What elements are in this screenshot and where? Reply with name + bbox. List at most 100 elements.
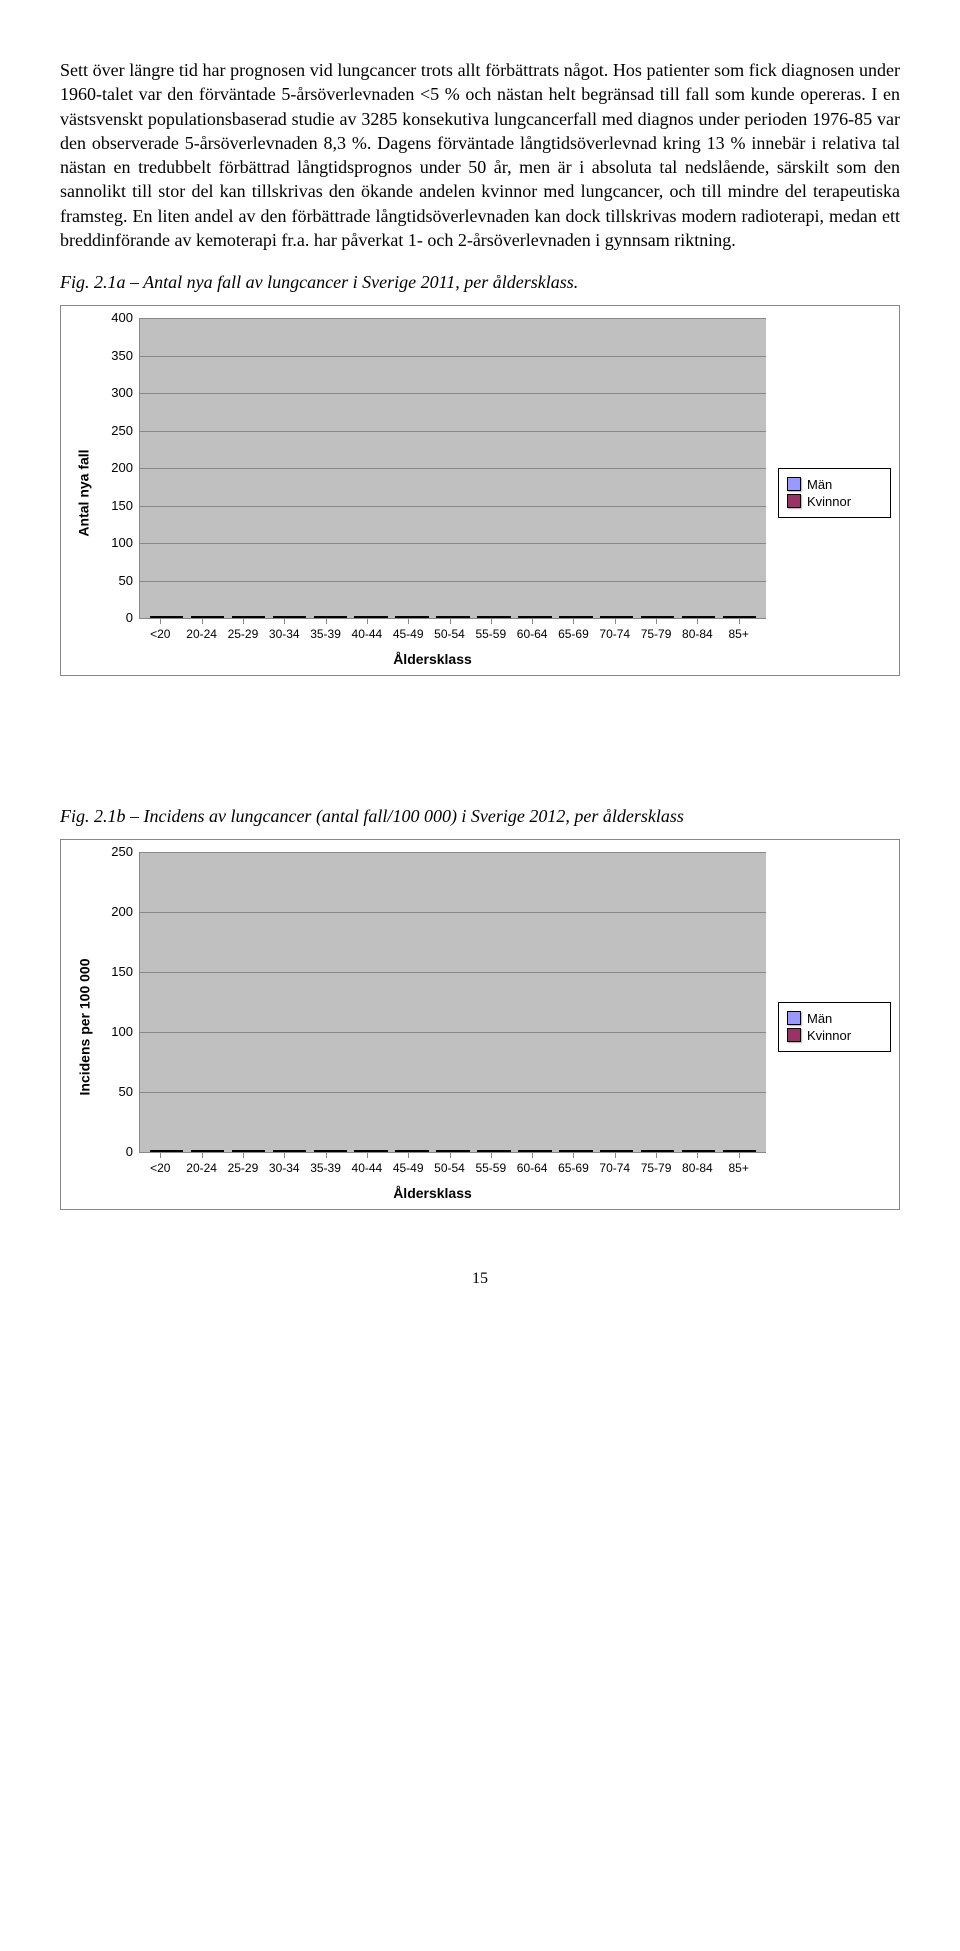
legend-item: Män: [787, 1011, 882, 1026]
x-tick: 40-44: [346, 619, 387, 641]
x-tick: 30-34: [264, 1153, 305, 1175]
bar-group: [392, 616, 433, 618]
bar: [191, 1150, 208, 1152]
bar: [658, 1150, 675, 1152]
bar: [600, 1150, 617, 1152]
x-tick: 55-59: [470, 619, 511, 641]
figure-caption-a: Fig. 2.1a – Antal nya fall av lungcancer…: [60, 272, 900, 293]
x-tick: 60-64: [511, 619, 552, 641]
bar-group: [269, 616, 310, 618]
bar: [739, 616, 756, 618]
legend-item: Kvinnor: [787, 494, 882, 509]
bar: [617, 1150, 634, 1152]
plot-area: [139, 852, 766, 1153]
bar: [371, 616, 388, 618]
bar-group: [596, 1150, 637, 1152]
bar: [477, 1150, 494, 1152]
bar-group: [514, 616, 555, 618]
bar: [314, 616, 331, 618]
bar: [494, 1150, 511, 1152]
bar: [576, 616, 593, 618]
bar: [354, 616, 371, 618]
chart-b: Incidens per 100 000 250200150100500 <20…: [60, 839, 900, 1210]
bar: [698, 616, 715, 618]
bar: [641, 616, 658, 618]
legend-label: Män: [807, 1011, 832, 1026]
x-tick: 65-69: [553, 619, 594, 641]
bar: [330, 1150, 347, 1152]
legend-swatch: [787, 494, 801, 508]
bar-group: [433, 616, 474, 618]
bar: [723, 1150, 740, 1152]
bar: [330, 616, 347, 618]
x-tick: 80-84: [677, 1153, 718, 1175]
bar: [314, 1150, 331, 1152]
bar: [273, 616, 290, 618]
bar-group: [228, 616, 269, 618]
legend-swatch: [787, 1028, 801, 1042]
x-tick: 70-74: [594, 1153, 635, 1175]
chart-a: Antal nya fall 400350300250200150100500 …: [60, 305, 900, 676]
y-ticks: 250200150100500: [99, 852, 139, 1152]
bar: [453, 616, 470, 618]
x-tick: 45-49: [388, 619, 429, 641]
bar: [559, 1150, 576, 1152]
bar: [150, 1150, 167, 1152]
bar: [518, 1150, 535, 1152]
bar-group: [596, 616, 637, 618]
bar-group: [678, 616, 719, 618]
x-tick: 30-34: [264, 619, 305, 641]
page-number: 15: [60, 1270, 900, 1288]
bar-group: [187, 1150, 228, 1152]
bar-group: [555, 616, 596, 618]
bar: [371, 1150, 388, 1152]
bar-group: [474, 1150, 515, 1152]
bar: [232, 1150, 249, 1152]
x-tick: 35-39: [305, 619, 346, 641]
bar: [477, 616, 494, 618]
bar: [412, 1150, 429, 1152]
bar: [208, 616, 225, 618]
bar: [453, 1150, 470, 1152]
bar: [232, 616, 249, 618]
bar-group: [392, 1150, 433, 1152]
bar: [535, 616, 552, 618]
bar: [208, 1150, 225, 1152]
x-tick: 35-39: [305, 1153, 346, 1175]
bar: [682, 1150, 699, 1152]
bar: [641, 1150, 658, 1152]
x-tick: 60-64: [511, 1153, 552, 1175]
plot-area: [139, 318, 766, 619]
bar-group: [514, 1150, 555, 1152]
bar-group: [637, 616, 678, 618]
bar: [617, 616, 634, 618]
bar-group: [187, 616, 228, 618]
bar: [559, 616, 576, 618]
bar-group: [637, 1150, 678, 1152]
x-tick: 20-24: [181, 1153, 222, 1175]
bar: [698, 1150, 715, 1152]
bar-group: [310, 1150, 351, 1152]
x-tick: 70-74: [594, 619, 635, 641]
legend: MänKvinnor: [778, 1002, 891, 1052]
bar: [395, 1150, 412, 1152]
x-tick: 65-69: [553, 1153, 594, 1175]
x-tick: 55-59: [470, 1153, 511, 1175]
x-tick: 20-24: [181, 619, 222, 641]
bar-group: [146, 1150, 187, 1152]
x-tick: <20: [140, 619, 181, 641]
y-ticks: 400350300250200150100500: [99, 318, 139, 618]
bar-group: [719, 616, 760, 618]
legend-swatch: [787, 1011, 801, 1025]
bar-group: [433, 1150, 474, 1152]
bar: [273, 1150, 290, 1152]
x-ticks: <2020-2425-2930-3435-3940-4445-4950-5455…: [133, 1153, 766, 1175]
bar: [494, 616, 511, 618]
bar: [535, 1150, 552, 1152]
bar-group: [555, 1150, 596, 1152]
bar: [395, 616, 412, 618]
bar-group: [228, 1150, 269, 1152]
bar: [658, 616, 675, 618]
bar: [682, 616, 699, 618]
bar-group: [310, 616, 351, 618]
